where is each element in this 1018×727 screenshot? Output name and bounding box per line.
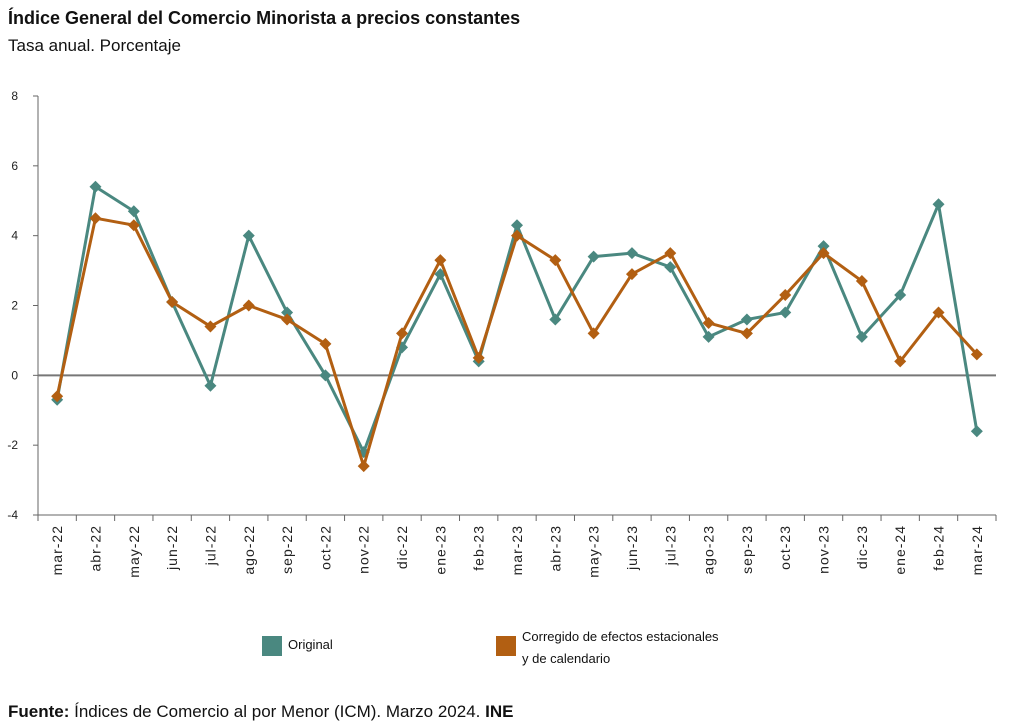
- x-tick-label: abr-23: [547, 525, 563, 571]
- x-tick-label: jul-23: [662, 525, 678, 566]
- y-tick-label: 2: [11, 299, 18, 313]
- data-point-corregido: [89, 212, 102, 225]
- chart-title: Índice General del Comercio Minorista a …: [8, 8, 521, 28]
- data-point-corregido: [740, 327, 753, 340]
- x-tick-label: jul-22: [202, 525, 218, 566]
- data-point-corregido: [894, 355, 907, 368]
- series-line-corregido: [55, 216, 978, 468]
- data-point-corregido: [127, 219, 140, 232]
- data-point-corregido: [779, 289, 792, 302]
- data-point-corregido: [319, 337, 332, 350]
- y-tick-label: 0: [11, 368, 18, 382]
- data-point-corregido: [434, 254, 447, 267]
- data-point-original: [855, 330, 868, 343]
- data-point-corregido: [204, 320, 217, 333]
- data-point-original: [89, 180, 102, 193]
- x-tick-label: ago-22: [241, 525, 257, 575]
- data-point-corregido: [549, 254, 562, 267]
- data-point-corregido: [357, 460, 370, 473]
- legend-item-original: Original: [262, 628, 333, 656]
- x-tick-label: may-22: [126, 525, 142, 578]
- y-tick-label: -2: [7, 438, 18, 452]
- data-point-original: [932, 198, 945, 211]
- data-point-original: [587, 250, 600, 263]
- x-tick-label: feb-24: [931, 525, 947, 571]
- data-point-original: [511, 219, 523, 232]
- data-point-original: [664, 261, 677, 274]
- source-org: INE: [485, 702, 514, 721]
- legend-label-corregido: Corregido de efectos estacionales y de c…: [522, 629, 719, 666]
- data-point-corregido: [281, 313, 294, 326]
- line-chart: 8 6 4 2 0 -2 -4 mar-22 abr-22 may-22 jun-22 jul-22 a…: [7, 89, 997, 578]
- data-point-original: [204, 379, 217, 392]
- y-tick-label: 4: [11, 229, 18, 243]
- legend-swatch-original: [262, 636, 282, 656]
- source-label: Fuente:: [8, 702, 70, 721]
- data-point-corregido: [587, 327, 600, 340]
- x-tick-label: dic-23: [854, 525, 870, 569]
- x-tick-label: mar-23: [509, 525, 525, 575]
- data-point-original: [894, 289, 907, 302]
- data-point-original: [281, 306, 294, 319]
- data-point-corregido: [855, 275, 868, 288]
- source-text: Índices de Comercio al por Menor (ICM). …: [69, 702, 486, 721]
- data-point-corregido: [817, 247, 830, 260]
- data-point-original: [242, 229, 255, 242]
- x-tick-label: jun-23: [624, 525, 640, 571]
- y-tick-label: 8: [11, 89, 18, 103]
- data-point-original: [779, 306, 792, 319]
- x-tick-label: nov-22: [356, 525, 372, 574]
- legend-swatch-corregido: [496, 636, 516, 656]
- x-tick-label: dic-22: [394, 525, 410, 569]
- x-tick-label: mar-22: [49, 525, 65, 575]
- data-point-corregido: [51, 390, 64, 403]
- y-tick-label: -4: [7, 508, 18, 522]
- x-tick-label: ene-24: [892, 525, 908, 575]
- x-tick-label: feb-23: [471, 525, 487, 571]
- data-point-corregido: [625, 268, 638, 281]
- legend-item-corregido: Corregido de efectos estacionales y de c…: [496, 628, 722, 670]
- chart-subtitle: Tasa anual. Porcentaje: [8, 36, 181, 55]
- y-tick-label: 6: [11, 159, 18, 173]
- x-tick-label: oct-23: [777, 525, 793, 570]
- data-point-corregido: [664, 247, 677, 260]
- data-point-corregido: [511, 229, 523, 242]
- x-tick-label: jun-22: [164, 525, 180, 571]
- data-point-original: [817, 240, 830, 253]
- x-tick-label: oct-22: [317, 525, 333, 570]
- source-note: Fuente: Índices de Comercio al por Menor…: [8, 702, 513, 722]
- data-point-original: [127, 205, 140, 218]
- x-tick-label: abr-22: [87, 525, 103, 571]
- data-point-corregido: [242, 299, 255, 312]
- x-tick-label: sep-22: [279, 525, 295, 574]
- data-point-original: [970, 425, 983, 438]
- data-point-corregido: [970, 348, 983, 361]
- data-point-original: [702, 330, 715, 343]
- x-tick-label: ago-23: [701, 525, 717, 575]
- x-tick-label: ene-23: [432, 525, 448, 575]
- x-tick-label: may-23: [586, 525, 602, 578]
- data-point-corregido: [702, 316, 715, 329]
- x-tick-label: nov-23: [816, 525, 832, 574]
- data-point-original: [549, 313, 562, 326]
- data-point-corregido: [166, 296, 179, 309]
- x-tick-label: mar-24: [969, 525, 985, 575]
- legend-label-original: Original: [288, 637, 333, 652]
- data-point-corregido: [396, 327, 409, 340]
- data-point-original: [319, 369, 332, 382]
- x-tick-label: sep-23: [739, 525, 755, 574]
- data-point-original: [625, 247, 638, 260]
- data-point-corregido: [932, 306, 945, 319]
- data-point-corregido: [472, 351, 485, 364]
- data-point-original: [740, 313, 753, 326]
